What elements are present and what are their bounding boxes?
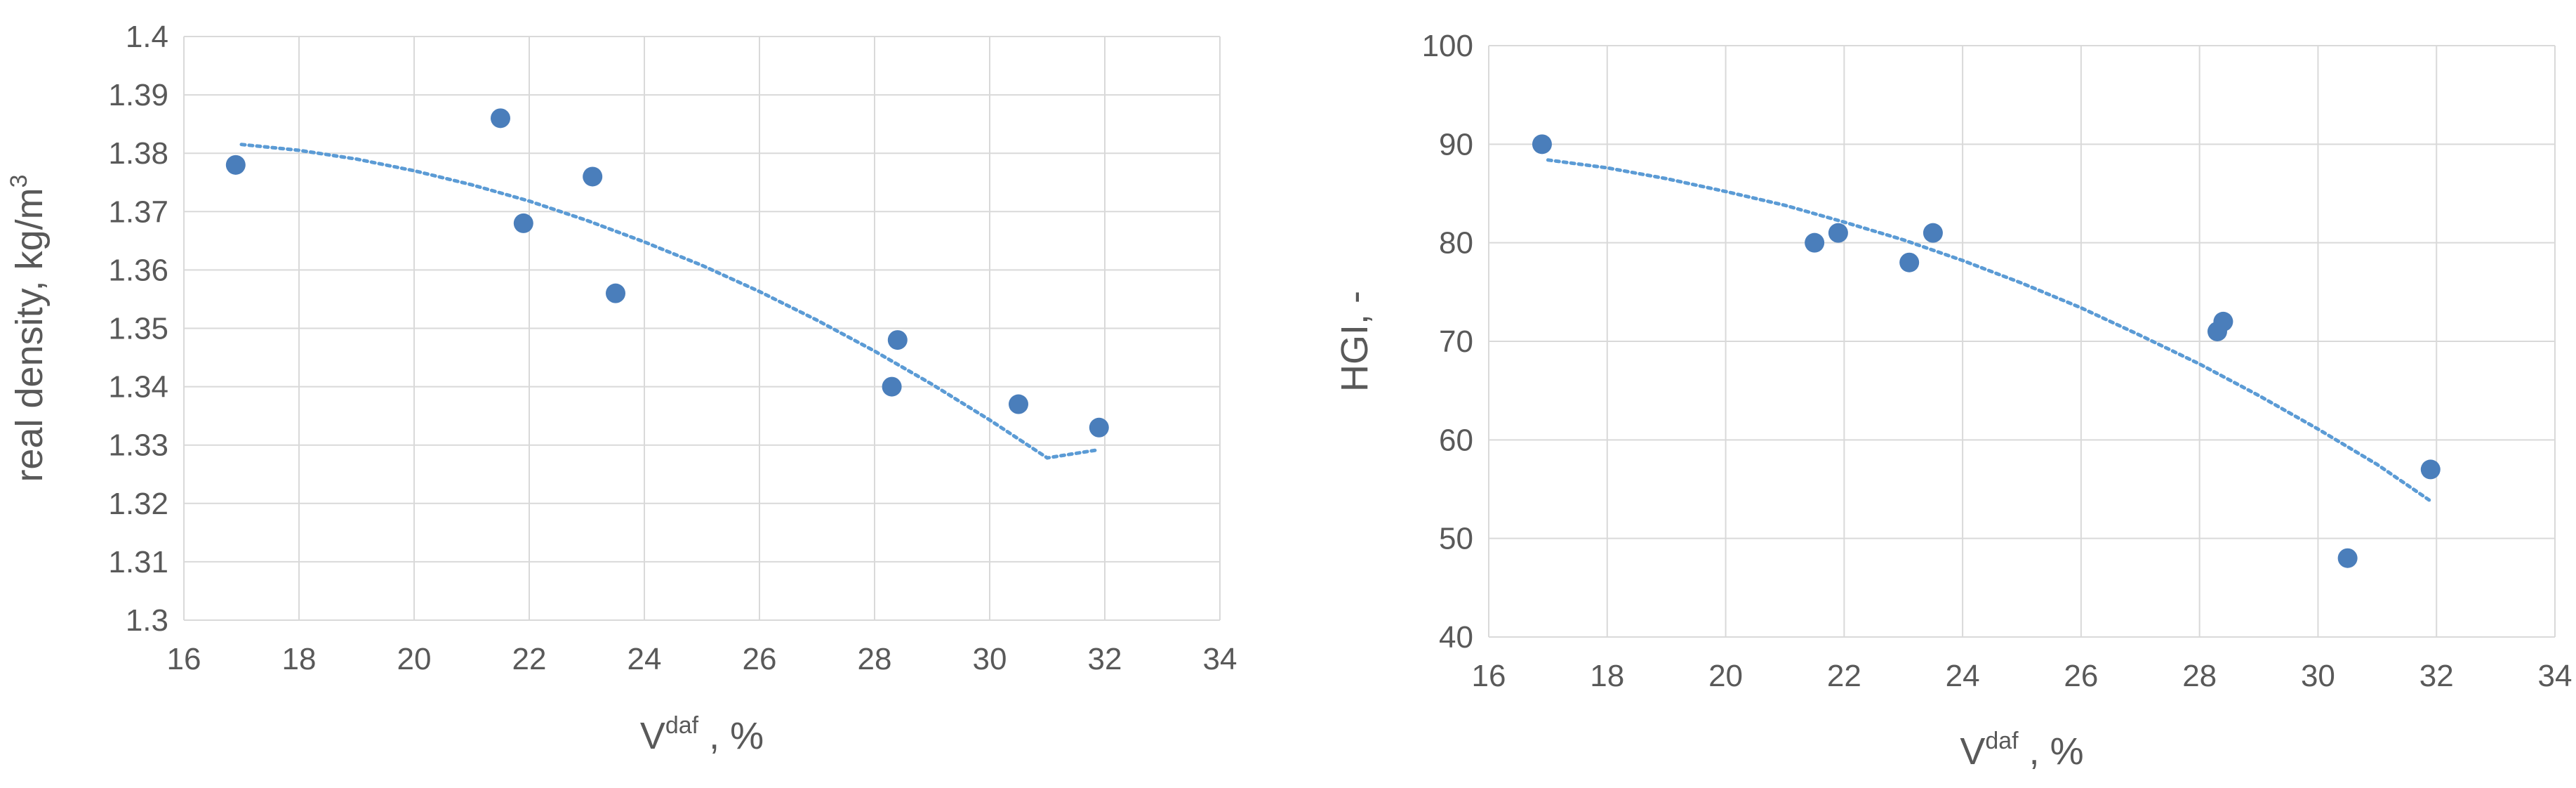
x-tick-label: 24 xyxy=(1946,659,1980,693)
x-tick-label: 18 xyxy=(282,642,317,676)
y-axis-title: real density, kg/m3 xyxy=(6,174,51,482)
y-tick-label: 1.37 xyxy=(108,195,168,229)
x-tick-label: 20 xyxy=(1708,659,1743,693)
x-tick-label: 26 xyxy=(743,642,777,676)
x-tick-label: 26 xyxy=(2064,659,2098,693)
x-tick-label: 20 xyxy=(397,642,432,676)
data-point xyxy=(606,283,625,303)
y-tick-label: 40 xyxy=(1439,620,1473,655)
y-tick-label: 1.39 xyxy=(108,78,168,112)
data-point xyxy=(225,155,246,175)
x-tick-label: 16 xyxy=(167,642,201,676)
y-tick-label: 90 xyxy=(1439,127,1473,162)
y-tick-label: 1.36 xyxy=(108,253,168,287)
data-point xyxy=(1923,223,1943,243)
x-tick-label: 18 xyxy=(1590,659,1624,693)
y-tick-label: 1.32 xyxy=(108,487,168,521)
x-tick-label: 28 xyxy=(2182,659,2217,693)
y-tick-label: 1.31 xyxy=(108,545,168,579)
x-tick-label: 28 xyxy=(858,642,892,676)
x-tick-label: 34 xyxy=(1203,642,1237,676)
data-point xyxy=(1899,252,1920,272)
data-point xyxy=(1532,134,1552,155)
x-tick-label: 32 xyxy=(2419,659,2454,693)
x-tick-label: 34 xyxy=(2538,659,2572,693)
data-point xyxy=(1828,223,1848,243)
x-tick-label: 24 xyxy=(628,642,662,676)
data-point xyxy=(2420,459,2441,480)
hgi-chart: 16 18 20 22 24 26 28 30 32 34 40 50 60 70 80 90 100 Vdaf … xyxy=(1334,29,2572,773)
data-point xyxy=(2337,548,2358,568)
y-tick-label: 60 xyxy=(1439,423,1473,457)
x-tick-label: 16 xyxy=(1472,659,1506,693)
y-tick-label: 1.35 xyxy=(108,312,168,346)
data-point xyxy=(491,108,510,129)
data-point xyxy=(2213,311,2233,331)
y-tick-label: 1.34 xyxy=(108,370,168,405)
data-point xyxy=(887,330,908,350)
y-tick-label: 80 xyxy=(1439,226,1473,261)
data-point xyxy=(882,376,902,397)
x-axis-title: Vdaf , % xyxy=(640,712,764,757)
data-point xyxy=(513,213,533,233)
y-tick-label: 1.38 xyxy=(108,136,168,171)
data-point xyxy=(1009,394,1028,414)
y-tick-label: 70 xyxy=(1439,324,1473,359)
trendline xyxy=(239,143,1101,460)
x-tick-label: 22 xyxy=(1827,659,1861,693)
y-tick-label: 1.4 xyxy=(126,20,168,54)
real-density-chart: 16 18 20 22 24 26 28 30 32 34 1.3 1.31 1.32 1.33 1.34 1… xyxy=(6,20,1237,757)
x-tick-label: 30 xyxy=(2301,659,2335,693)
x-axis-title: Vdaf , % xyxy=(1960,728,2083,773)
x-tick-label: 32 xyxy=(1088,642,1122,676)
y-tick-label: 100 xyxy=(1422,29,1473,63)
y-tick-label: 1.33 xyxy=(108,428,168,463)
data-point xyxy=(1089,417,1109,438)
y-tick-label: 1.3 xyxy=(126,603,168,638)
trendline xyxy=(1546,158,2433,503)
x-tick-label: 22 xyxy=(512,642,547,676)
y-axis-title: HGI, - xyxy=(1334,291,1376,392)
data-point xyxy=(1805,232,1825,253)
data-point xyxy=(583,166,603,187)
y-tick-label: 50 xyxy=(1439,522,1473,556)
x-tick-label: 30 xyxy=(973,642,1007,676)
